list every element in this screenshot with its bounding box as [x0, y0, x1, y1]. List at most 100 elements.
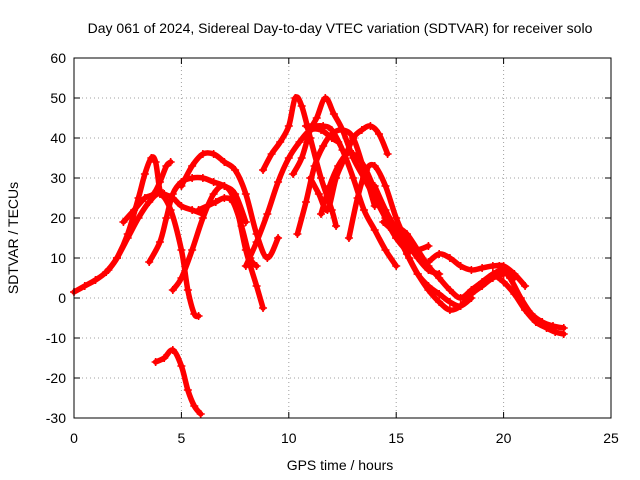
- data-point: [194, 312, 203, 320]
- data-point: [177, 182, 186, 190]
- data-point: [289, 170, 298, 178]
- data-point: [183, 386, 192, 394]
- data-point: [467, 266, 476, 274]
- y-tick-label: 30: [50, 170, 66, 186]
- data-point: [203, 202, 212, 210]
- x-tick-label: 15: [388, 430, 404, 446]
- data-point: [301, 122, 310, 130]
- data-point: [559, 324, 568, 332]
- data-point: [190, 310, 199, 318]
- data-point: [319, 142, 328, 150]
- data-point: [329, 110, 338, 118]
- data-point: [456, 294, 465, 302]
- y-tick-label: 40: [50, 130, 66, 146]
- data-point: [188, 162, 197, 170]
- data-point: [177, 362, 186, 370]
- data-point: [478, 264, 487, 272]
- series-line-arc-9: [243, 126, 341, 269]
- x-tick-labels: 0 5 10 15 20 25: [70, 58, 619, 446]
- data-point: [151, 158, 160, 166]
- data-point: [293, 230, 302, 238]
- data-point: [381, 246, 390, 254]
- data-point: [317, 210, 326, 218]
- data-point: [190, 402, 199, 410]
- data-point: [362, 166, 371, 174]
- data-point: [435, 250, 444, 258]
- data-point: [166, 158, 175, 166]
- data-point: [145, 198, 154, 206]
- data-point: [370, 202, 379, 210]
- data-point: [177, 246, 186, 254]
- data-point: [402, 230, 411, 238]
- x-axis-label: GPS time / hours: [287, 457, 394, 473]
- data-point: [314, 190, 323, 198]
- data-point: [80, 282, 89, 290]
- x-tick-label: 10: [281, 430, 297, 446]
- plot-frame: [73, 57, 612, 419]
- data-point: [478, 278, 487, 286]
- data-point: [228, 198, 237, 206]
- data-point: [168, 286, 177, 294]
- series-line-arc-13: [303, 122, 399, 269]
- data-point: [160, 354, 169, 362]
- data-point: [198, 214, 207, 222]
- data-point: [445, 306, 454, 314]
- data-point: [183, 286, 192, 294]
- data-point: [375, 130, 384, 138]
- data-point: [145, 258, 154, 266]
- data-point: [276, 138, 285, 146]
- data-point: [551, 328, 560, 336]
- series-line-arc-16: [346, 161, 442, 277]
- data-point: [510, 270, 519, 278]
- data-point: [252, 282, 261, 290]
- data-point: [252, 238, 261, 246]
- data-point: [220, 182, 229, 190]
- data-point: [424, 242, 433, 250]
- data-point: [467, 286, 476, 294]
- data-point: [344, 234, 353, 242]
- data-point: [297, 154, 306, 162]
- data-point: [162, 214, 171, 222]
- data-point: [359, 206, 368, 214]
- data-point: [231, 166, 240, 174]
- y-tick-label: 0: [58, 290, 66, 306]
- data-point: [198, 150, 207, 158]
- data-point: [310, 122, 319, 130]
- grid-lines: [74, 58, 611, 418]
- data-point: [353, 194, 362, 202]
- data-point: [291, 94, 300, 102]
- x-tick-label: 5: [178, 430, 186, 446]
- data-point: [130, 206, 139, 214]
- data-point: [413, 270, 422, 278]
- data-point: [488, 270, 497, 278]
- data-point: [155, 178, 164, 186]
- y-tick-label: 20: [50, 210, 66, 226]
- data-point: [516, 294, 525, 302]
- data-point: [321, 94, 330, 102]
- data-point: [252, 262, 261, 270]
- data-point: [334, 162, 343, 170]
- data-point: [140, 194, 149, 202]
- data-point: [259, 304, 268, 312]
- data-point: [209, 178, 218, 186]
- x-tick-label: 20: [496, 430, 512, 446]
- data-point: [383, 150, 392, 158]
- data-point: [147, 154, 156, 162]
- data-point: [370, 182, 379, 190]
- y-tick-labels: -30 -20 -10 0 10 20 30 40 50 60: [46, 50, 611, 426]
- data-point: [456, 262, 465, 270]
- data-point: [160, 190, 169, 198]
- data-point: [123, 230, 132, 238]
- series-line-arc-6: [178, 150, 281, 261]
- data-point: [198, 174, 207, 182]
- data-point: [188, 246, 197, 254]
- data-point: [306, 174, 315, 182]
- data-point: [396, 238, 405, 246]
- data-point: [319, 122, 328, 130]
- data-point: [413, 246, 422, 254]
- data-point: [119, 218, 128, 226]
- data-point: [445, 286, 454, 294]
- data-point: [274, 234, 283, 242]
- data-point: [527, 310, 536, 318]
- data-point: [325, 182, 334, 190]
